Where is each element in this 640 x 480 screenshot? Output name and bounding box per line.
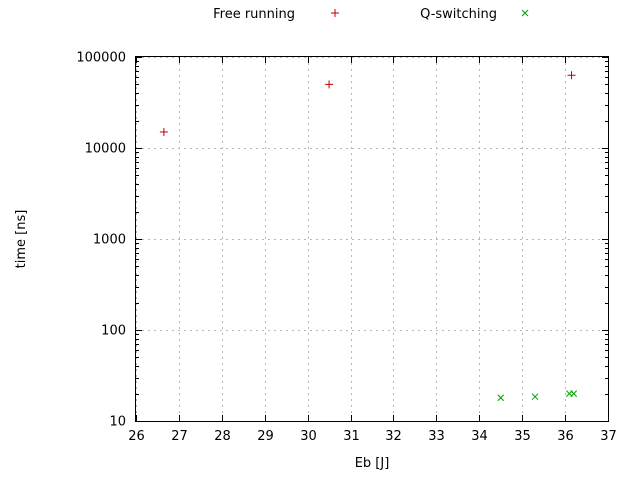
svg-text:29: 29	[257, 429, 274, 444]
svg-text:34: 34	[471, 429, 488, 444]
legend-label-q-switching: Q-switching	[420, 7, 497, 22]
legend-label-free-running: Free running	[213, 7, 295, 22]
cross-marker-icon	[521, 9, 529, 17]
plus-marker-icon	[331, 9, 339, 17]
svg-text:33: 33	[428, 429, 445, 444]
series-points-1	[497, 390, 578, 402]
y-tick-labels: 10 100 1000 10000 100000	[76, 51, 126, 430]
legend: Free running Q-switching	[213, 7, 529, 22]
svg-text:32: 32	[385, 429, 402, 444]
svg-text:26: 26	[128, 429, 145, 444]
svg-text:100: 100	[101, 324, 126, 339]
svg-text:36: 36	[557, 429, 574, 444]
x-axis-title: Eb [J]	[355, 456, 390, 471]
svg-text:37: 37	[600, 429, 617, 444]
y-axis-title: time [ns]	[14, 210, 29, 269]
svg-text:10000: 10000	[85, 142, 126, 157]
svg-text:100000: 100000	[76, 51, 126, 66]
svg-text:31: 31	[343, 429, 360, 444]
x-tick-labels: 26 27 28 29 30 31 32 33 34 35 36 37	[128, 429, 617, 444]
svg-text:27: 27	[171, 429, 188, 444]
svg-text:35: 35	[514, 429, 531, 444]
axis-ticks	[136, 57, 609, 422]
svg-text:10: 10	[109, 415, 126, 430]
grid-lines	[136, 57, 609, 422]
svg-text:28: 28	[214, 429, 231, 444]
svg-text:1000: 1000	[93, 233, 126, 248]
svg-text:30: 30	[300, 429, 317, 444]
series-points-0	[159, 71, 576, 136]
plot-border	[135, 56, 609, 422]
data-points	[159, 71, 578, 402]
